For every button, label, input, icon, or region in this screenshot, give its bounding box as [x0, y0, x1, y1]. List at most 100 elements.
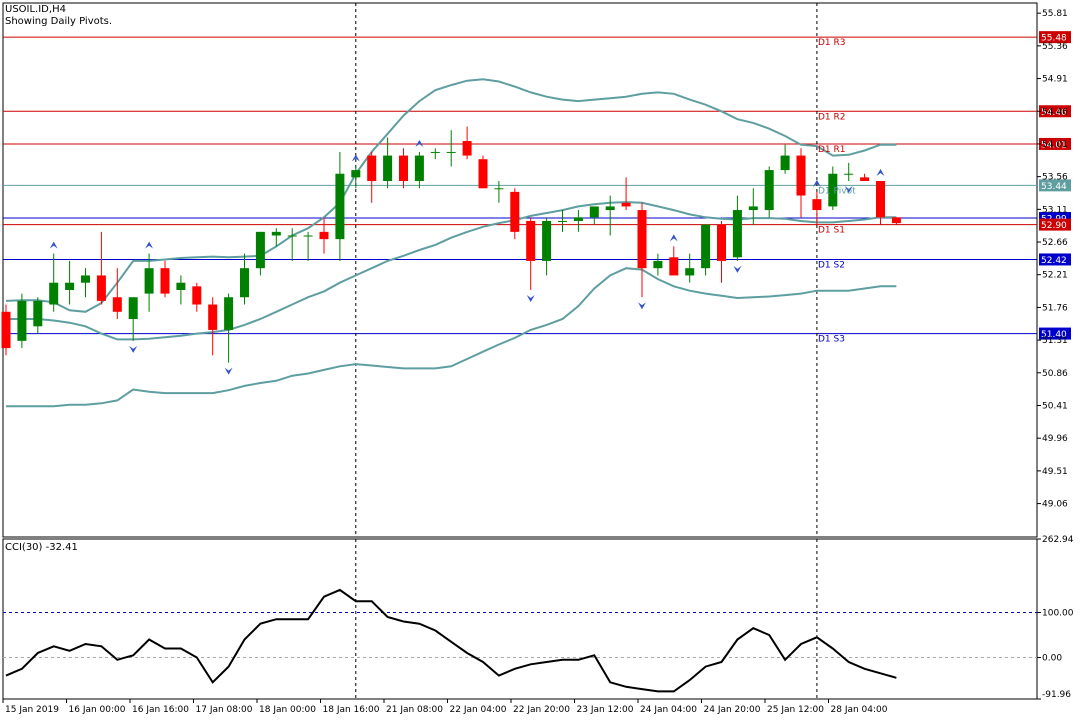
time-tick-label: 28 Jan 04:00 — [831, 705, 888, 715]
pivot-price-text: 51.40 — [1041, 330, 1067, 340]
candle-body — [812, 199, 822, 211]
candle-body — [96, 275, 106, 301]
candle-body — [891, 217, 901, 224]
candle-body — [605, 206, 615, 211]
time-tick-label: 22 Jan 04:00 — [450, 705, 507, 715]
price-tick-label: 53.11 — [1042, 205, 1068, 215]
chart-subtitle: Showing Daily Pivots. — [5, 16, 113, 27]
candle-body — [764, 170, 774, 211]
fractal-markers — [49, 139, 885, 375]
pivot-labels: D1 R3 55.48 D1 R2 54.46 D1 R1 54.01 D1 Pivot 53… — [818, 31, 1071, 345]
pivot-price-text: 55.48 — [1041, 34, 1067, 44]
candle-body — [367, 155, 377, 181]
candle-body — [287, 235, 297, 237]
candle-body — [844, 173, 854, 175]
candle-body — [208, 304, 218, 330]
time-tick-label: 21 Jan 08:00 — [386, 705, 443, 715]
candle-body — [446, 151, 456, 153]
fractal-up-marker — [812, 179, 821, 187]
fractal-down-marker — [844, 186, 853, 193]
candle-body — [414, 155, 424, 181]
candle-body — [255, 231, 265, 269]
candle-body — [717, 224, 726, 261]
candle-body — [1, 311, 11, 349]
price-tick-label: 50.86 — [1042, 369, 1068, 379]
fractal-down-marker — [526, 294, 535, 302]
candle-body — [669, 257, 679, 276]
pivot-price-text: 54.46 — [1041, 108, 1067, 118]
price-axis: 55.81 55.36 54.91 54.46 54.01 53.56 53.11 52.66… — [1037, 9, 1068, 510]
price-tick-label: 52.66 — [1042, 238, 1068, 248]
candle-body — [128, 297, 138, 320]
candle-body — [192, 286, 202, 305]
bollinger-middle — [6, 201, 897, 341]
price-tick-label: 49.06 — [1042, 500, 1068, 510]
price-tick-label: 54.46 — [1042, 107, 1068, 117]
candle-body — [621, 202, 631, 207]
pivot-name-label: D1 S2 — [818, 260, 845, 270]
price-tick-label: 51.76 — [1042, 303, 1068, 313]
price-tick-label: 49.96 — [1042, 434, 1068, 444]
candle-body — [494, 188, 504, 190]
candle-body — [383, 155, 393, 181]
main-panel-frame — [2, 2, 1038, 538]
price-tick-label: 51.31 — [1042, 336, 1068, 346]
fractal-down-marker — [224, 367, 233, 375]
candle-body — [17, 300, 27, 341]
pivot-name-label: D1 R1 — [818, 145, 846, 155]
time-axis: 15 Jan 2019 16 Jan 00:00 16 Jan 16:00 17 Ja… — [2, 699, 888, 715]
price-tick-label: 49.51 — [1042, 467, 1068, 477]
cci-indicator: 262.94 100.00 0.00 -91.96 — [3, 535, 1074, 700]
price-tick-label: 54.01 — [1042, 140, 1068, 150]
cci-title: CCI(30) -32.41 — [5, 542, 78, 553]
candlesticks[interactable] — [1, 126, 901, 363]
cci-line — [5, 588, 897, 693]
candle-body — [748, 206, 758, 211]
candle-body — [65, 282, 75, 290]
candle-body — [526, 220, 536, 261]
candle-body — [160, 268, 170, 294]
pivot-price-text: 52.90 — [1041, 221, 1067, 231]
candle-body — [462, 141, 472, 156]
time-tick-label: 24 Jan 04:00 — [640, 705, 697, 715]
candle-body — [240, 268, 249, 298]
pivot-price-text: 52.42 — [1041, 256, 1067, 266]
cci-tick-label: 0.00 — [1042, 654, 1062, 664]
candle-body — [478, 159, 488, 189]
pivot-price-tag — [1039, 179, 1071, 192]
price-tick-label: 53.56 — [1042, 173, 1068, 183]
time-tick-label: 23 Jan 12:00 — [577, 705, 634, 715]
bollinger-lower — [6, 267, 897, 408]
chart-symbol-title: USOIL.ID,H4 — [5, 4, 66, 15]
candle-body — [271, 231, 281, 236]
time-tick-label: 22 Jan 20:00 — [513, 705, 570, 715]
candle-body — [33, 300, 43, 327]
candle-body — [780, 155, 790, 171]
fractal-down-marker — [129, 345, 138, 353]
candle-body — [653, 260, 663, 269]
candle-body — [335, 173, 345, 240]
fractal-up-marker — [876, 169, 885, 176]
candle-body — [876, 181, 885, 218]
candle-body — [701, 224, 711, 269]
pivot-price-tag — [1039, 327, 1071, 340]
pivot-price-tag — [1039, 31, 1071, 44]
candle-body — [112, 297, 122, 312]
bollinger-bands — [5, 78, 897, 408]
pivot-price-tag — [1039, 218, 1071, 231]
bollinger-upper — [5, 78, 897, 313]
cci-tick-label: 100.00 — [1042, 608, 1074, 618]
candle-body — [144, 268, 154, 294]
fractal-down-marker — [638, 302, 646, 310]
cci-tick-label: -91.96 — [1042, 690, 1071, 700]
candle-body — [685, 268, 695, 276]
candle-body — [399, 155, 408, 181]
fractal-up-marker — [669, 234, 678, 242]
pivot-name-label: D1 R3 — [818, 38, 846, 48]
pivot-name-label: D1 S3 — [818, 335, 845, 345]
candle-body — [351, 170, 361, 178]
time-tick-label: 24 Jan 20:00 — [704, 705, 761, 715]
time-tick-label: 18 Jan 00:00 — [259, 705, 316, 715]
